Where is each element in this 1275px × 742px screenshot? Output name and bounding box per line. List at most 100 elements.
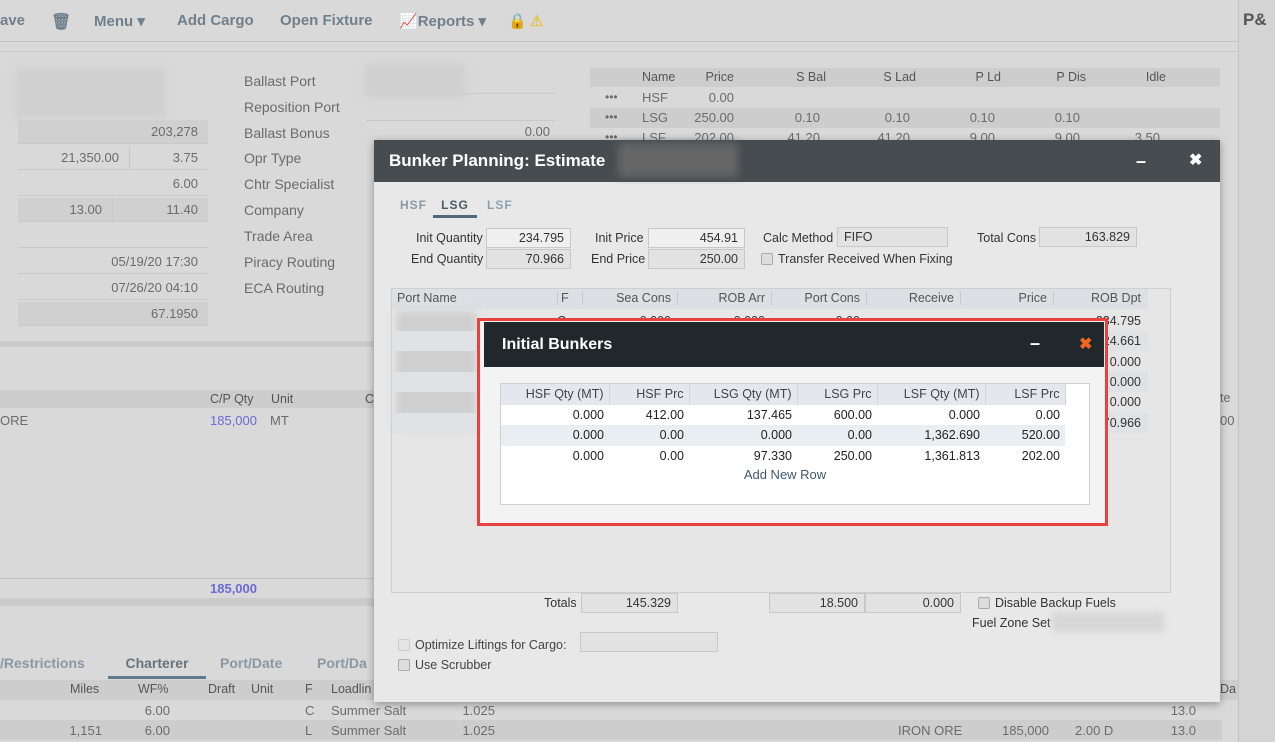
label: Init Price: [595, 231, 644, 245]
cargo-name[interactable]: ORE: [0, 413, 29, 428]
cell[interactable]: 0.00: [847, 428, 872, 443]
cell[interactable]: 0.000: [572, 448, 604, 463]
cell[interactable]: 250.00: [833, 448, 872, 463]
more-icon[interactable]: •••: [605, 90, 618, 104]
table-row[interactable]: [0, 720, 1222, 740]
col-header: Da: [1220, 682, 1236, 696]
table-row[interactable]: [590, 108, 1220, 128]
label: Reposition Port: [244, 99, 340, 115]
more-icon[interactable]: •••: [605, 110, 618, 124]
tab-port-date[interactable]: Port/Date: [220, 655, 283, 671]
optimize-liftings-checkbox[interactable]: Optimize Liftings for Cargo:: [398, 638, 566, 652]
cell[interactable]: 1,361.813: [924, 448, 980, 463]
col-header: Unit: [271, 392, 294, 406]
cell: 0.00: [708, 90, 734, 105]
calc-method-select[interactable]: FIFO: [837, 227, 948, 247]
toolbar: ave 🗑 Menu ▾ Add Cargo Open Fixture 📈Rep…: [0, 0, 1238, 42]
cell[interactable]: 0.000: [760, 428, 792, 443]
fuel-zone-set-select[interactable]: [1052, 612, 1164, 632]
label: End Price: [591, 252, 646, 266]
col-header: ROB Dpt: [1053, 291, 1141, 305]
field-value[interactable]: 3.75: [130, 146, 208, 170]
cell[interactable]: 600.00: [833, 407, 872, 422]
menu-label: Menu: [94, 13, 134, 30]
label: Calc Method: [763, 231, 834, 245]
cell: 0.10: [884, 110, 910, 125]
divider: [0, 598, 374, 606]
cargo-qty[interactable]: 185,000: [210, 413, 257, 428]
field-value[interactable]: 05/19/20 17:30: [18, 250, 208, 274]
cell: HSF: [642, 90, 668, 105]
warning-icon[interactable]: ⚠: [530, 13, 544, 30]
col-header: F: [557, 291, 569, 305]
init-quantity-input[interactable]: 234.795: [486, 228, 571, 248]
trash-icon[interactable]: 🗑: [51, 14, 72, 31]
table-row[interactable]: [0, 700, 1222, 720]
table-row[interactable]: 0.000 0.00 97.330 250.00 1,361.813 202.00: [501, 446, 1065, 467]
cell: 0.10: [794, 110, 820, 125]
add-new-row-link[interactable]: Add New Row: [743, 467, 827, 482]
label: Chtr Specialist: [244, 176, 335, 192]
field-value[interactable]: 203,278: [18, 120, 208, 144]
reports-button[interactable]: 📈Reports ▾: [399, 13, 487, 30]
save-button[interactable]: ave: [0, 12, 26, 29]
minimize-icon[interactable]: –: [1030, 333, 1041, 353]
cell[interactable]: 0.000: [572, 428, 604, 443]
transfer-received-checkbox[interactable]: Transfer Received When Fixing: [761, 252, 953, 266]
cell: 1.025: [462, 723, 495, 738]
table-row[interactable]: 0.000 412.00 137.465 600.00 0.000 0.00: [501, 405, 1065, 426]
checkbox[interactable]: [398, 659, 410, 671]
open-fixture-button[interactable]: Open Fixture: [280, 12, 373, 29]
label: Piracy Routing: [244, 254, 336, 270]
label: End Quantity: [411, 252, 484, 266]
label: Opr Type: [244, 150, 302, 166]
tab-port-date-2[interactable]: Port/Da: [317, 655, 367, 671]
col-header: ROB Arr: [677, 291, 765, 305]
chart-icon: 📈: [399, 13, 418, 30]
optimize-cargo-input[interactable]: [580, 632, 718, 652]
field-value[interactable]: 07/26/20 04:10: [18, 276, 208, 300]
cell[interactable]: 0.000: [572, 407, 604, 422]
disable-backup-fuels-checkbox[interactable]: Disable Backup Fuels: [978, 596, 1116, 610]
tab-restrictions[interactable]: /Restrictions: [0, 655, 85, 671]
use-scrubber-checkbox[interactable]: Use Scrubber: [398, 658, 491, 672]
cell[interactable]: 202.00: [1021, 448, 1060, 463]
table-row[interactable]: 0.000 0.00 0.000 0.00 1,362.690 520.00: [501, 425, 1065, 446]
col-header: F: [305, 682, 313, 696]
tab-charterer[interactable]: Charterer: [108, 655, 206, 679]
field-value[interactable]: 67.1950: [18, 302, 208, 326]
field-value[interactable]: 13.00: [18, 198, 113, 222]
dialog-title: Bunker Planning: Estimate: [389, 151, 606, 170]
lock-icon[interactable]: 🔒: [508, 13, 527, 30]
cell[interactable]: 0.00: [1035, 407, 1060, 422]
close-icon[interactable]: ✖: [1189, 152, 1203, 169]
minimize-icon[interactable]: –: [1136, 151, 1147, 171]
cell[interactable]: 0.00: [659, 448, 684, 463]
cell[interactable]: 0.000: [948, 407, 980, 422]
cell[interactable]: 97.330: [753, 448, 792, 463]
tab-lsg[interactable]: LSG: [433, 198, 477, 218]
cell[interactable]: 137.465: [746, 407, 792, 422]
cell[interactable]: 1,362.690: [924, 428, 980, 443]
cell[interactable]: 412.00: [645, 407, 684, 422]
close-icon[interactable]: ✖: [1079, 336, 1093, 353]
add-cargo-button[interactable]: Add Cargo: [177, 12, 254, 29]
ballast-bonus-value[interactable]: 0.00: [524, 124, 550, 139]
field-value[interactable]: 21,350.00: [18, 146, 130, 170]
field-value[interactable]: 6.00: [18, 172, 208, 196]
checkbox[interactable]: [398, 639, 410, 651]
checkbox[interactable]: [978, 597, 990, 609]
cell[interactable]: 520.00: [1021, 428, 1060, 443]
checkbox[interactable]: [761, 253, 773, 265]
field-value[interactable]: 11.40: [113, 198, 208, 222]
total-receive: 0.000: [865, 593, 961, 613]
label: Ballast Port: [244, 73, 316, 89]
cell[interactable]: 0.00: [659, 428, 684, 443]
label: Fuel Zone Set: [972, 616, 1051, 630]
init-price-input[interactable]: 454.91: [648, 228, 745, 248]
menu-button[interactable]: Menu ▾: [94, 13, 145, 30]
cell: 13.0: [1170, 723, 1196, 738]
tab-hsf[interactable]: HSF: [400, 198, 427, 212]
tab-lsf[interactable]: LSF: [487, 198, 513, 212]
field-value[interactable]: [18, 224, 208, 248]
